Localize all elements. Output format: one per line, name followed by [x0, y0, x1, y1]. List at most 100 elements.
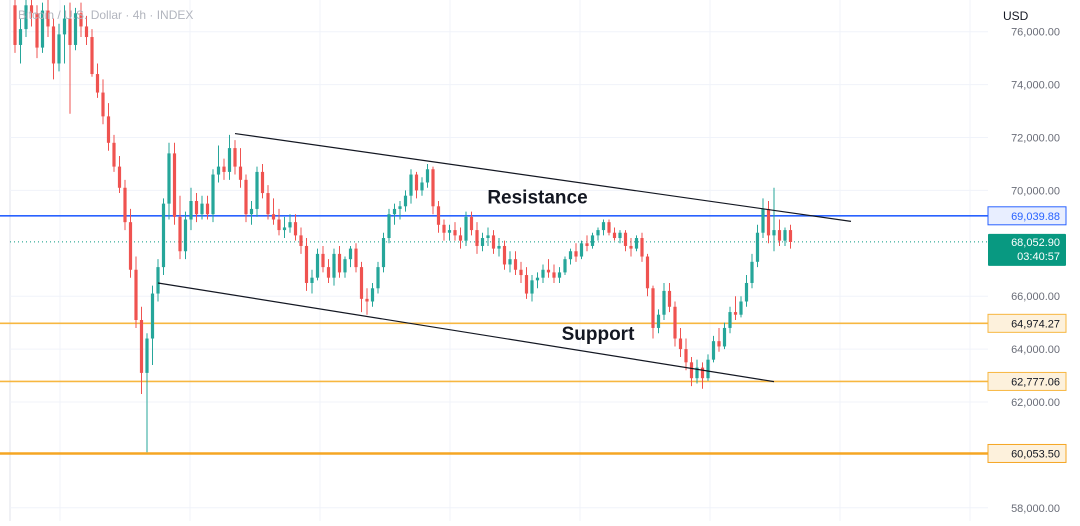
- candle-body: [233, 148, 237, 167]
- candle-body: [178, 216, 182, 252]
- candle-body: [321, 253, 325, 268]
- candle-body: [73, 13, 78, 45]
- candle-body: [128, 222, 133, 270]
- candle-body: [95, 74, 100, 93]
- candle-body: [420, 182, 424, 191]
- candle-body: [568, 251, 573, 260]
- candle-body: [194, 200, 199, 215]
- y-tick-label: 58,000.00: [1011, 503, 1060, 515]
- candle-body: [497, 245, 501, 249]
- price-level-label: 69,039.88: [1011, 211, 1060, 223]
- candle-body: [667, 290, 672, 307]
- candle-body: [684, 349, 688, 363]
- candle-body: [200, 203, 204, 215]
- candle-body: [524, 275, 529, 294]
- candle-body: [255, 171, 259, 209]
- candle-body: [288, 222, 292, 228]
- candle-body: [40, 10, 45, 48]
- candle-body: [744, 282, 749, 302]
- candle-body: [35, 13, 39, 48]
- candle-body: [546, 269, 551, 273]
- candle-body: [585, 243, 589, 246]
- candle-body: [381, 238, 386, 268]
- candle-body: [788, 230, 793, 242]
- candle-body: [332, 253, 336, 278]
- candle-body: [376, 267, 380, 289]
- candle-body: [326, 267, 331, 278]
- candle-body: [513, 259, 518, 270]
- candle-body: [310, 277, 314, 283]
- candle-body: [161, 203, 166, 268]
- candle-body: [354, 248, 358, 268]
- candle-body: [244, 179, 248, 215]
- candle-body: [662, 290, 666, 315]
- candle-body: [112, 142, 116, 167]
- y-tick-label: 64,000.00: [1011, 344, 1060, 356]
- candle-body: [277, 219, 281, 231]
- candle-body: [645, 256, 650, 289]
- candle-body: [722, 327, 727, 347]
- candle-body: [469, 216, 474, 231]
- candle-body: [238, 166, 243, 180]
- candle-body: [601, 222, 606, 231]
- candle-body: [370, 288, 375, 302]
- candle-body: [123, 187, 127, 223]
- candle-body: [205, 203, 210, 215]
- candle-body: [145, 338, 149, 373]
- candle-body: [607, 222, 611, 233]
- candle-body: [266, 193, 270, 215]
- candle-body: [552, 272, 556, 278]
- candle-body: [656, 314, 661, 328]
- candle-body: [409, 174, 413, 196]
- y-tick-label: 76,000.00: [1011, 27, 1060, 39]
- candle-body: [535, 277, 540, 281]
- current-price-tag: [988, 233, 1066, 266]
- candle-body: [574, 251, 578, 257]
- candle-body: [51, 26, 56, 64]
- candle-body: [425, 169, 430, 183]
- currency-label[interactable]: USD: [1003, 9, 1029, 23]
- candle-body: [755, 232, 760, 262]
- candle-body: [260, 171, 265, 194]
- y-tick-label: 70,000.00: [1011, 185, 1060, 197]
- candle-body: [139, 320, 144, 373]
- candle-body: [271, 214, 276, 220]
- candle-body: [612, 232, 617, 239]
- candle-body: [651, 288, 655, 328]
- candle-body: [453, 230, 457, 236]
- candle-body: [57, 34, 61, 64]
- candle-body: [777, 230, 782, 241]
- candle-body: [156, 267, 160, 294]
- candle-body: [689, 362, 694, 379]
- candle-body: [579, 243, 584, 257]
- candle-body: [431, 169, 435, 207]
- candle-body: [557, 272, 562, 278]
- candle-body: [337, 253, 342, 273]
- candle-body: [700, 367, 705, 379]
- candle-body: [398, 206, 402, 209]
- candle-body: [678, 338, 683, 350]
- price-level-tag: [987, 313, 1067, 333]
- candle-body: [365, 298, 369, 302]
- candle-body: [211, 174, 215, 215]
- candle-body: [475, 230, 479, 246]
- candle-body: [623, 232, 628, 246]
- candle-body: [304, 245, 309, 283]
- candle-body: [222, 166, 226, 172]
- candle-body: [13, 5, 17, 45]
- candle-body: [739, 301, 743, 315]
- candle-body: [150, 293, 155, 339]
- candle-body: [761, 208, 765, 233]
- candle-body: [299, 235, 303, 246]
- candle-body: [172, 153, 177, 217]
- candle-body: [46, 10, 50, 27]
- candle-body: [486, 235, 490, 239]
- candle-body: [590, 235, 595, 246]
- current-price-label: 68,052.90: [1011, 237, 1060, 249]
- candle-body: [282, 227, 287, 231]
- candle-body: [117, 166, 122, 188]
- candle-body: [491, 235, 496, 249]
- candle-body: [711, 341, 716, 360]
